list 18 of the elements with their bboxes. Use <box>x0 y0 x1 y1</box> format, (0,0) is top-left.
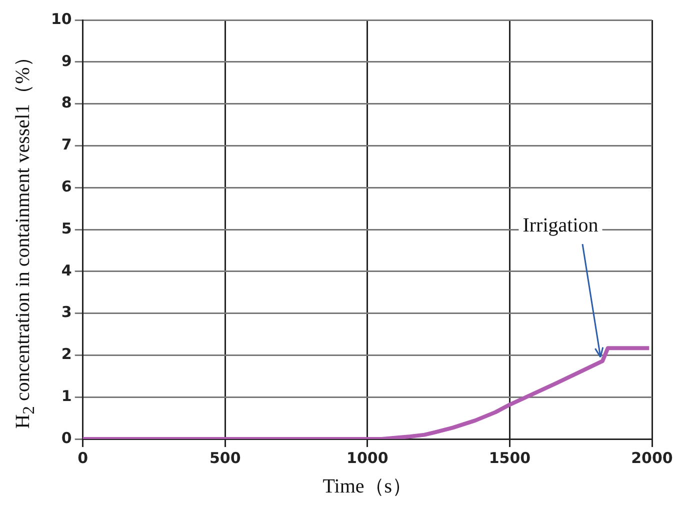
y-tick-label: 0 <box>61 428 72 447</box>
y-tick-label: 9 <box>61 52 72 70</box>
y-tick-label: 1 <box>61 386 72 405</box>
y-tick-label: 2 <box>61 345 72 364</box>
x-tick-label: 500 <box>210 448 241 467</box>
y-tick-label: 3 <box>61 303 72 322</box>
y-tick-label: 5 <box>61 219 72 238</box>
x-tick-label: 2000 <box>631 448 673 467</box>
x-axis-title: Time（s） <box>322 475 412 498</box>
y-tick-label: 6 <box>61 177 72 196</box>
y-tick-label: 8 <box>61 94 72 112</box>
annotation: Irrigation <box>522 214 598 236</box>
y-tick-label: 4 <box>61 261 72 280</box>
x-tick-label: 0 <box>78 448 88 467</box>
y-tick-label: 7 <box>61 136 72 154</box>
x-tick-label: 1500 <box>488 448 531 467</box>
x-tick-label: 1000 <box>346 448 388 467</box>
y-tick-label: 10 <box>51 10 72 28</box>
